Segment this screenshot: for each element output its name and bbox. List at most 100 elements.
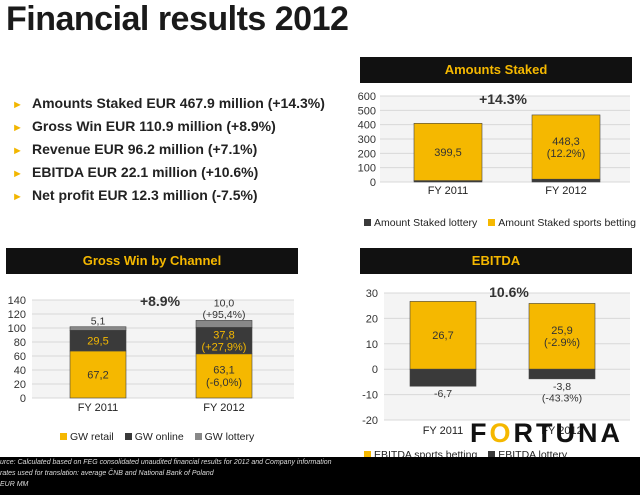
x-tick-label: FY 2011 — [428, 185, 469, 197]
y-tick-label: 20 — [14, 379, 26, 391]
arrow-icon: ► — [12, 191, 23, 203]
legend-swatch — [364, 451, 371, 458]
y-tick-label: 0 — [372, 364, 378, 376]
data-label: 10,0 (+95,4%) — [203, 297, 246, 321]
bullet-text: EBITDA EUR 22.1 million (+10.6%) — [32, 164, 259, 180]
legend-label: Amount Staked sports betting — [498, 217, 636, 229]
source-footer: urce: Calculated based on FEG consolidat… — [0, 457, 640, 495]
legend-swatch — [124, 433, 132, 440]
bullet-item: ► Net profit EUR 12.3 million (-7.5%) — [12, 184, 325, 207]
y-tick-label: 40 — [14, 365, 26, 377]
y-tick-label: 300 — [358, 134, 376, 146]
data-label: 448,3 (12.2%) — [547, 136, 586, 160]
gross-win-header: Gross Win by Channel — [6, 248, 298, 274]
ebitda-header: EBITDA — [360, 248, 632, 274]
bar — [195, 327, 253, 355]
bar — [531, 114, 601, 180]
bar — [195, 320, 253, 328]
bullet-text: Net profit EUR 12.3 million (-7.5%) — [32, 187, 258, 203]
logo-text: RTUNA — [513, 418, 624, 448]
y-tick-label: 80 — [14, 337, 26, 349]
bar — [69, 326, 127, 331]
fortuna-logo: FORTUNA — [470, 418, 623, 449]
footer-line: rates used for translation: average ČNB … — [0, 470, 214, 477]
gross-win-legend: GW retail GW online GW lottery — [60, 431, 262, 443]
y-tick-label: 120 — [8, 309, 26, 321]
bar — [195, 353, 253, 399]
legend-item: GW lottery — [194, 431, 255, 443]
data-label: 399,5 — [434, 147, 462, 159]
data-label: -3,8 (-43.3%) — [542, 381, 582, 405]
x-tick-label: FY 2011 — [78, 402, 119, 414]
y-tick-label: 10 — [366, 339, 378, 351]
data-label: 26,7 — [432, 330, 453, 342]
bar — [69, 350, 127, 399]
data-label: 25,9 (-2.9%) — [544, 325, 580, 349]
y-tick-label: 30 — [366, 288, 378, 300]
page-title: Financial results 2012 — [6, 0, 349, 38]
data-label: -6,7 — [434, 388, 452, 400]
legend-item: GW retail — [60, 431, 114, 443]
legend-label: GW online — [134, 431, 184, 443]
bullet-item: ► Revenue EUR 96.2 million (+7.1%) — [12, 138, 325, 161]
legend-swatch — [194, 433, 202, 440]
y-tick-label: 600 — [358, 91, 376, 103]
y-tick-label: 140 — [8, 295, 26, 307]
legend-label: Amount Staked lottery — [374, 217, 478, 229]
highlights-list: ► Amounts Staked EUR 467.9 million (+14.3… — [12, 92, 325, 207]
arrow-icon: ► — [12, 122, 23, 134]
y-tick-label: 100 — [8, 323, 26, 335]
arrow-icon: ► — [12, 145, 23, 157]
y-tick-label: 20 — [366, 313, 378, 325]
bullet-text: Revenue EUR 96.2 million (+7.1%) — [32, 141, 258, 157]
data-label: 37,8 (+27,9%) — [202, 329, 247, 353]
growth-annotation: +8.9% — [140, 293, 181, 309]
data-label: 5,1 — [91, 315, 106, 327]
y-tick-label: 400 — [358, 120, 376, 132]
amounts-staked-header: Amounts Staked — [360, 57, 632, 83]
logo-text: O — [489, 418, 514, 448]
legend-label: GW lottery — [204, 431, 255, 443]
y-tick-label: -10 — [362, 390, 378, 402]
legend-label: GW retail — [70, 431, 114, 443]
bar — [413, 123, 483, 181]
bar — [528, 368, 596, 380]
x-tick-label: FY 2011 — [423, 425, 464, 437]
growth-annotation: +14.3% — [479, 91, 527, 107]
legend-item: Amount Staked lottery — [364, 217, 477, 229]
footer-line: EUR MM — [0, 481, 29, 488]
y-tick-label: 0 — [370, 177, 376, 189]
y-tick-label: 100 — [358, 163, 376, 175]
y-tick-label: 500 — [358, 105, 376, 117]
bullet-text: Amounts Staked EUR 467.9 million (+14.3%… — [32, 95, 325, 111]
data-label: 29,5 — [87, 335, 108, 347]
y-tick-label: 0 — [20, 393, 26, 405]
legend-swatch — [488, 219, 496, 226]
bullet-item: ► EBITDA EUR 22.1 million (+10.6%) — [12, 161, 325, 184]
legend-swatch — [364, 219, 371, 226]
y-tick-label: 200 — [358, 148, 376, 160]
arrow-icon: ► — [12, 168, 23, 180]
y-tick-label: -20 — [362, 415, 378, 427]
bar — [409, 368, 477, 387]
x-tick-label: FY 2012 — [541, 425, 582, 437]
bar — [528, 303, 596, 370]
growth-annotation: 10.6% — [489, 284, 529, 300]
x-tick-label: FY 2012 — [545, 185, 586, 197]
data-label: 63,1 (-6,0%) — [206, 365, 242, 389]
bullet-item: ► Amounts Staked EUR 467.9 million (+14.3… — [12, 92, 325, 115]
legend-item: Amount Staked sports betting — [488, 217, 636, 229]
data-label: 67,2 — [87, 369, 108, 381]
arrow-icon: ► — [12, 99, 23, 111]
bullet-item: ► Gross Win EUR 110.9 million (+8.9%) — [12, 115, 325, 138]
legend-swatch — [60, 433, 67, 440]
bullet-text: Gross Win EUR 110.9 million (+8.9%) — [32, 118, 276, 134]
amounts-staked-legend: Amount Staked lottery Amount Staked spor… — [364, 217, 640, 229]
y-tick-label: 60 — [14, 351, 26, 363]
x-tick-label: FY 2012 — [203, 402, 244, 414]
legend-swatch — [488, 451, 496, 458]
footer-line: urce: Calculated based on FEG consolidat… — [0, 459, 332, 466]
